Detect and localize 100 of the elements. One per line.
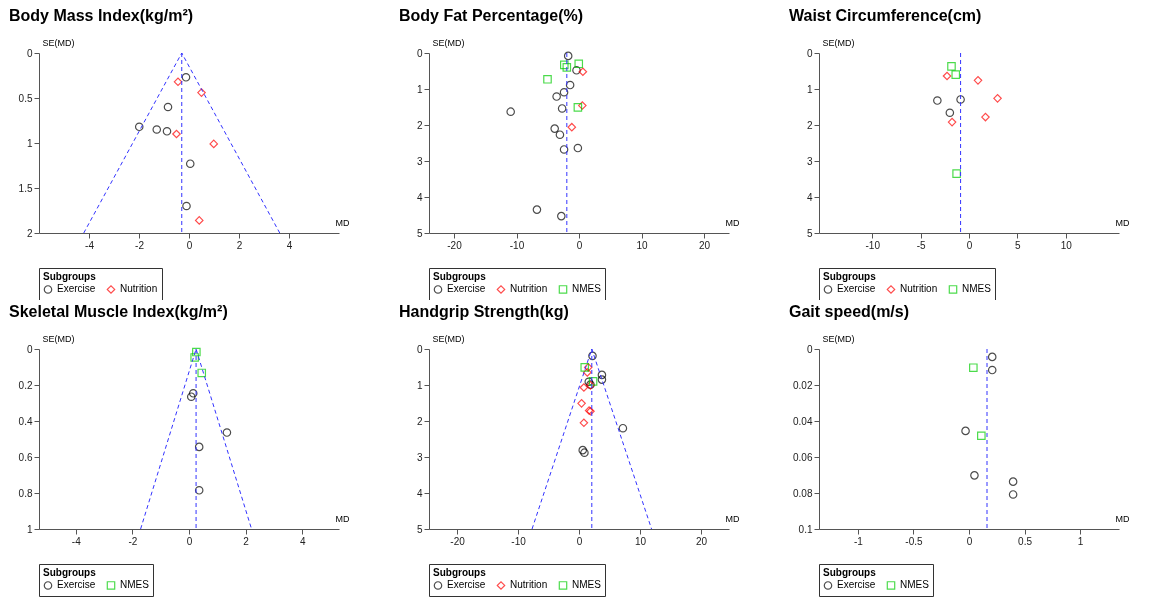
- x-tick-label: -4: [71, 535, 82, 547]
- legend-label: Exercise: [57, 579, 96, 591]
- x-tick-label: 2: [243, 535, 250, 547]
- x-tick-label: 0: [576, 535, 583, 547]
- legend-label: NMES: [572, 283, 602, 295]
- x-tick-label: 0: [576, 239, 583, 251]
- legend-label: NMES: [962, 283, 992, 295]
- legend-title: Subgroups: [433, 567, 487, 578]
- legend-title: Subgroups: [823, 271, 877, 282]
- legend-label: Nutrition: [900, 283, 938, 295]
- legend-label: NMES: [120, 579, 150, 591]
- x-axis-title: MD: [725, 513, 740, 524]
- y-tick-label: 0.08: [793, 487, 813, 499]
- x-tick-label: -20: [450, 535, 466, 547]
- legend-label: NMES: [900, 579, 930, 591]
- legend-title: Subgroups: [43, 567, 97, 578]
- chart-title: Handgrip Strength(kg): [399, 303, 569, 320]
- y-tick-label: 1: [416, 83, 423, 95]
- y-tick-label: 3: [806, 155, 813, 167]
- chart-title: Waist Circumference(cm): [789, 7, 982, 24]
- x-tick-label: 2: [236, 239, 243, 251]
- x-axis-title: MD: [1115, 513, 1130, 524]
- x-tick-label: -20: [447, 239, 463, 251]
- legend-label: Nutrition: [510, 579, 548, 591]
- legend-label: Exercise: [837, 283, 876, 295]
- y-tick-label: 4: [416, 487, 423, 499]
- y-axis-title: SE(MD): [42, 37, 75, 48]
- legend-label: NMES: [572, 579, 602, 591]
- x-tick-label: 0: [966, 239, 973, 251]
- chart-title: Gait speed(m/s): [789, 303, 910, 320]
- x-tick-label: -10: [509, 239, 525, 251]
- legend-title: Subgroups: [823, 567, 877, 578]
- x-tick-label: -5: [916, 239, 926, 251]
- legend-label: Exercise: [837, 579, 876, 591]
- y-tick-label: 2: [416, 119, 423, 131]
- y-tick-label: 0.1: [798, 523, 813, 535]
- x-tick-label: -2: [128, 535, 138, 547]
- y-tick-label: 0.06: [793, 451, 813, 463]
- x-tick-label: 20: [698, 239, 711, 251]
- x-tick-label: 10: [1060, 239, 1073, 251]
- y-tick-label: 0.6: [18, 451, 33, 463]
- y-tick-label: 4: [416, 191, 423, 203]
- x-axis-title: MD: [1115, 217, 1130, 228]
- x-tick-label: -1: [853, 535, 864, 547]
- y-tick-label: 1: [26, 137, 33, 149]
- legend-label: Nutrition: [510, 283, 548, 295]
- y-tick-label: 0.5: [18, 92, 33, 104]
- x-tick-label: 4: [286, 239, 293, 251]
- y-axis-title: SE(MD): [822, 37, 855, 48]
- y-tick-label: 0.4: [18, 415, 33, 427]
- y-tick-label: 0: [806, 343, 813, 355]
- y-axis-title: SE(MD): [42, 333, 75, 344]
- legend-label: Exercise: [447, 579, 486, 591]
- x-tick-label: -2: [135, 239, 145, 251]
- legend-label: Nutrition: [120, 283, 158, 295]
- y-tick-label: 0.02: [793, 379, 813, 391]
- legend-title: Subgroups: [433, 271, 487, 282]
- y-tick-label: 0.04: [793, 415, 813, 427]
- y-tick-label: 5: [416, 523, 423, 535]
- x-tick-label: 0.5: [1018, 535, 1033, 547]
- y-tick-label: 5: [416, 227, 423, 239]
- x-tick-label: 10: [634, 535, 647, 547]
- x-tick-label: 0: [186, 535, 193, 547]
- y-tick-label: 0: [26, 343, 33, 355]
- chart-title: Body Fat Percentage(%): [399, 7, 584, 24]
- y-tick-label: 2: [26, 227, 33, 239]
- x-tick-label: 10: [636, 239, 648, 251]
- y-tick-label: 1: [416, 379, 423, 391]
- x-tick-label: -10: [511, 535, 527, 547]
- y-tick-label: 0.2: [18, 379, 33, 391]
- x-tick-label: 1: [1077, 535, 1084, 547]
- x-tick-label: 4: [299, 535, 306, 547]
- y-tick-label: 1: [806, 83, 813, 95]
- y-axis-title: SE(MD): [822, 333, 855, 344]
- y-tick-label: 2: [806, 119, 813, 131]
- y-tick-label: 5: [806, 227, 813, 239]
- x-tick-label: 0: [966, 535, 973, 547]
- legend-title: Subgroups: [43, 271, 97, 282]
- x-tick-label: 0: [186, 239, 193, 251]
- chart-title: Skeletal Muscle Index(kg/m²): [9, 303, 228, 320]
- x-axis-title: MD: [725, 217, 740, 228]
- x-tick-label: 5: [1015, 239, 1022, 251]
- y-tick-label: 4: [806, 191, 813, 203]
- x-axis-title: MD: [335, 513, 350, 524]
- y-tick-label: 0: [416, 343, 423, 355]
- y-tick-label: 0.8: [18, 487, 33, 499]
- legend-label: Exercise: [57, 283, 96, 295]
- y-tick-label: 1: [26, 523, 33, 535]
- x-tick-label: -10: [865, 239, 881, 251]
- y-tick-label: 0: [416, 47, 423, 59]
- y-tick-label: 1.5: [18, 182, 33, 194]
- y-tick-label: 0: [806, 47, 813, 59]
- y-tick-label: 0: [26, 47, 33, 59]
- y-axis-title: SE(MD): [432, 333, 465, 344]
- y-tick-label: 2: [416, 415, 423, 427]
- y-tick-label: 3: [416, 451, 423, 463]
- x-tick-label: 20: [695, 535, 708, 547]
- y-tick-label: 3: [416, 155, 423, 167]
- x-axis-title: MD: [335, 217, 350, 228]
- legend-label: Exercise: [447, 283, 486, 295]
